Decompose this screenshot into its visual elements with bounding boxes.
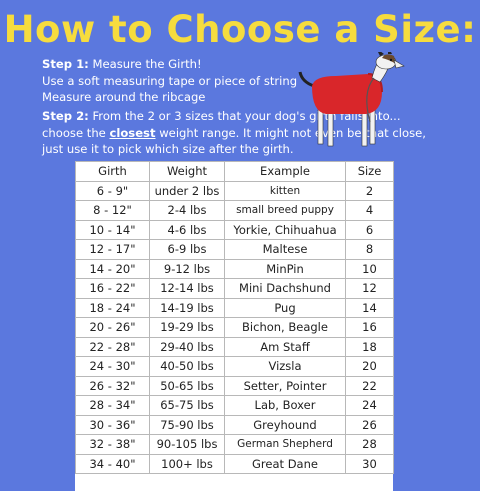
step1-heading-text: Measure the Girth! [88,57,202,71]
weight-cell: 9-12 lbs [149,258,225,279]
girth-cell: 34 - 40" [75,453,150,474]
weight-cell: 90-105 lbs [149,434,225,455]
table-row: 30 - 36" 75-90 lbs Greyhound 26 [75,414,394,435]
size-cell: 26 [345,414,394,435]
girth-cell: 8 - 12" [75,200,150,221]
step1-block: Step 1: Measure the Girth! Use a soft me… [42,56,342,106]
size-cell: 18 [345,336,394,357]
size-cell: 20 [345,356,394,377]
size-cell: 8 [345,239,394,260]
girth-cell: 14 - 20" [75,258,150,279]
example-cell: Yorkie, Chihuahua [224,219,346,240]
girth-cell: 30 - 36" [75,414,150,435]
example-cell: Great Dane [224,453,346,474]
example-cell: kitten [224,180,346,201]
size-cell: 2 [345,180,394,201]
example-cell: Maltese [224,239,346,260]
weight-cell: 40-50 lbs [149,356,225,377]
example-cell: Pug [224,297,346,318]
girth-cell: 28 - 34" [75,395,150,416]
step2-text-after: weight range. It might not even be that … [42,125,426,157]
size-cell: 16 [345,317,394,338]
girth-cell: 12 - 17" [75,239,150,260]
weight-cell: 50-65 lbs [149,375,225,396]
weight-cell: 14-19 lbs [149,297,225,318]
weight-cell: 4-6 lbs [149,219,225,240]
girth-cell: 16 - 22" [75,278,150,299]
table-row: 18 - 24" 14-19 lbs Pug 14 [75,297,394,318]
girth-cell: 20 - 26" [75,317,150,338]
girth-cell: 26 - 32" [75,375,150,396]
size-cell: 30 [345,453,394,474]
header-girth: Girth [75,161,150,182]
header-example: Example [224,161,346,182]
size-cell: 22 [345,375,394,396]
girth-cell: 24 - 30" [75,356,150,377]
weight-cell: 6-9 lbs [149,239,225,260]
table-row: 22 - 28" 29-40 lbs Am Staff 18 [75,336,394,357]
girth-cell: 10 - 14" [75,219,150,240]
table-row: 16 - 22" 12-14 lbs Mini Dachshund 12 [75,278,394,299]
table-row: 8 - 12" 2-4 lbs small breed puppy 4 [75,200,394,221]
step1-line1: Use a soft measuring tape or piece of st… [42,73,298,88]
example-cell: Lab, Boxer [224,395,346,416]
page-title: How to Choose a Size: [3,8,477,51]
table-row: 6 - 9" under 2 lbs kitten 2 [75,180,394,201]
example-cell: Vizsla [224,356,346,377]
girth-cell: 6 - 9" [75,180,150,201]
weight-cell: 75-90 lbs [149,414,225,435]
step1-line2: Measure around the ribcage [42,90,206,104]
weight-cell: 2-4 lbs [149,200,225,221]
step1-label: Step 1: [42,57,89,71]
table-row: 26 - 32" 50-65 lbs Setter, Pointer 22 [75,375,394,396]
weight-cell: under 2 lbs [149,180,225,201]
step2-block: Step 2: From the 2 or 3 sizes that your … [42,108,442,158]
step1-heading: Step 1: Measure the Girth! [42,56,342,73]
table-header-row: Girth Weight Example Size [75,161,394,182]
header-size: Size [345,161,394,182]
example-cell: Greyhound [224,414,346,435]
example-cell: small breed puppy [224,200,346,221]
step2-label: Step 2: [42,109,89,123]
table-row: 12 - 17" 6-9 lbs Maltese 8 [75,239,394,260]
example-cell: MinPin [224,258,346,279]
size-cell: 6 [345,219,394,240]
weight-cell: 19-29 lbs [149,317,225,338]
dog-in-jacket-image [298,52,405,147]
table-row: 28 - 34" 65-75 lbs Lab, Boxer 24 [75,395,394,416]
example-cell: Bichon, Beagle [224,317,346,338]
size-table-container: Girth Weight Example Size 6 - 9" under 2 … [75,161,394,491]
size-cell: 4 [345,200,394,221]
size-cell: 10 [345,258,394,279]
table-row: 34 - 40" 100+ lbs Great Dane 30 [75,453,394,474]
example-cell: Setter, Pointer [224,375,346,396]
weight-cell: 12-14 lbs [149,278,225,299]
table-row: 32 - 38" 90-105 lbs German Shepherd 28 [75,434,394,455]
size-cell: 12 [345,278,394,299]
size-cell: 14 [345,297,394,318]
step2-emphasis: closest [109,125,156,140]
table-row: 10 - 14" 4-6 lbs Yorkie, Chihuahua 6 [75,219,394,240]
weight-cell: 65-75 lbs [149,395,225,416]
size-cell: 24 [345,395,394,416]
size-table: Girth Weight Example Size 6 - 9" under 2 … [75,161,394,474]
girth-cell: 18 - 24" [75,297,150,318]
header-weight: Weight [149,161,225,182]
example-cell: Am Staff [224,336,346,357]
table-row: 20 - 26" 19-29 lbs Bichon, Beagle 16 [75,317,394,338]
table-row: 14 - 20" 9-12 lbs MinPin 10 [75,258,394,279]
size-cell: 28 [345,434,394,455]
girth-cell: 22 - 28" [75,336,150,357]
example-cell: Mini Dachshund [224,278,346,299]
example-cell: German Shepherd [224,434,346,455]
weight-cell: 29-40 lbs [149,336,225,357]
weight-cell: 100+ lbs [149,453,225,474]
table-row: 24 - 30" 40-50 lbs Vizsla 20 [75,356,394,377]
girth-cell: 32 - 38" [75,434,150,455]
